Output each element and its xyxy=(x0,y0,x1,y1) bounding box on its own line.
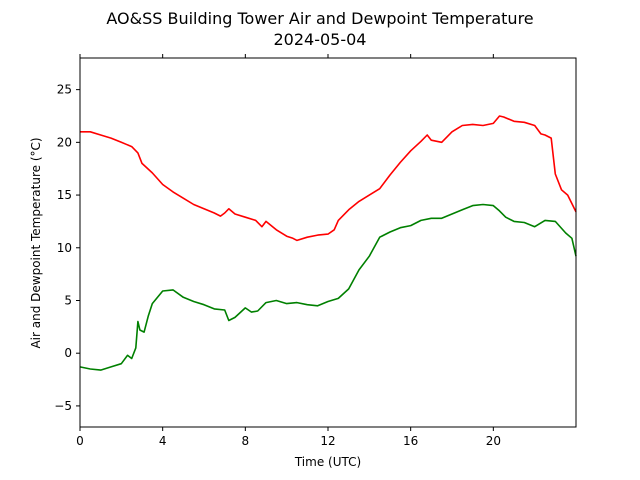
x-tick-label: 0 xyxy=(76,434,84,448)
chart-title: AO&SS Building Tower Air and Dewpoint Te… xyxy=(106,9,533,28)
x-tick-label: 16 xyxy=(403,434,418,448)
y-tick-label: −5 xyxy=(54,399,72,413)
series-layer xyxy=(79,115,577,371)
plot-frame xyxy=(79,57,577,428)
y-tick-label: 10 xyxy=(57,241,72,255)
ticks-layer: 0 4 8 12 16 20 −5 0 5 10 15 20 25 xyxy=(54,54,501,448)
x-tick-label: 20 xyxy=(486,434,501,448)
x-tick-label: 12 xyxy=(320,434,335,448)
chart-subtitle: 2024-05-04 xyxy=(274,30,367,49)
y-tick-label: 5 xyxy=(64,293,72,307)
y-tick-label: 20 xyxy=(57,135,72,149)
series-line-2 xyxy=(79,203,577,371)
y-axis-label: Air and Dewpoint Temperature (°C) xyxy=(29,137,43,348)
x-tick-label: 8 xyxy=(242,434,250,448)
y-tick-label: 25 xyxy=(57,83,72,97)
y-tick-label: 15 xyxy=(57,188,72,202)
series-line-1 xyxy=(80,115,577,242)
y-tick-label: 0 xyxy=(64,346,72,360)
x-tick-label: 4 xyxy=(159,434,167,448)
x-axis-label: Time (UTC) xyxy=(294,455,361,469)
